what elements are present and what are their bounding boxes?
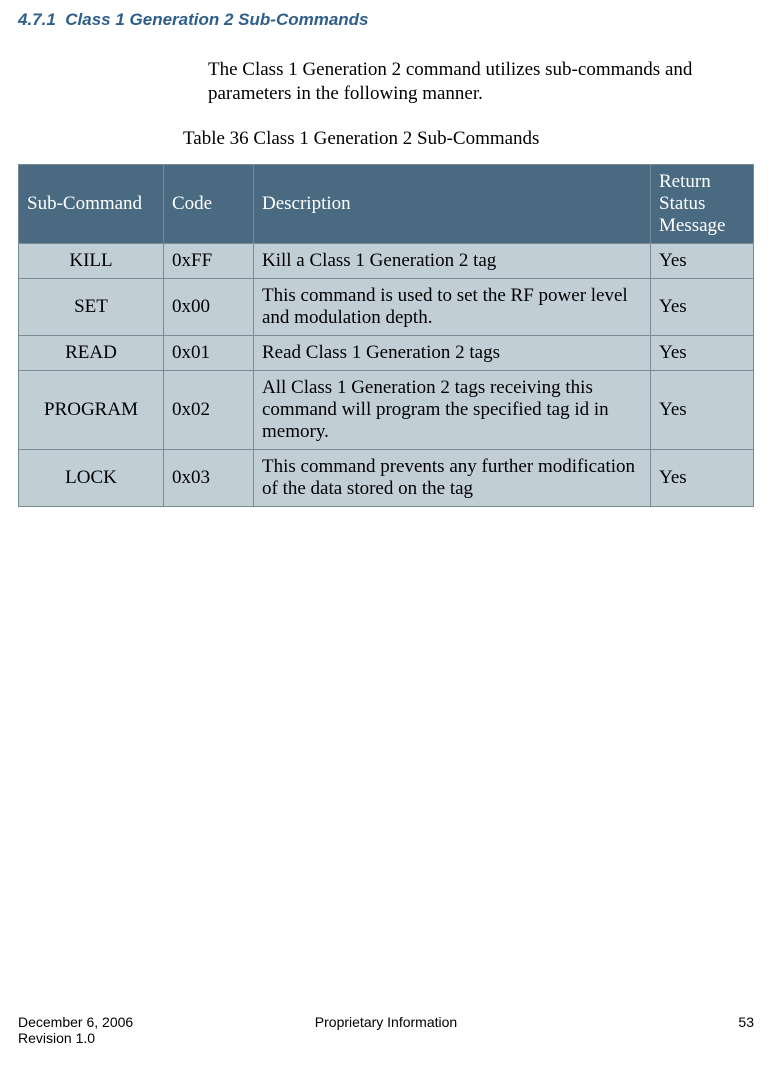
cell-code: 0xFF [164, 243, 254, 278]
col-description: Description [254, 164, 651, 243]
cell-desc: Kill a Class 1 Generation 2 tag [254, 243, 651, 278]
cell-ret: Yes [651, 449, 754, 506]
table-row: LOCK 0x03 This command prevents any furt… [19, 449, 754, 506]
sub-commands-table: Sub-Command Code Description Return Stat… [18, 164, 754, 507]
cell-desc: This command prevents any further modifi… [254, 449, 651, 506]
cell-sub: LOCK [19, 449, 164, 506]
cell-ret: Yes [651, 278, 754, 335]
cell-sub: KILL [19, 243, 164, 278]
cell-sub: SET [19, 278, 164, 335]
intro-paragraph: The Class 1 Generation 2 command utilize… [208, 58, 744, 106]
section-title: Class 1 Generation 2 Sub-Commands [65, 10, 368, 29]
cell-sub: PROGRAM [19, 370, 164, 449]
table-row: PROGRAM 0x02 All Class 1 Generation 2 ta… [19, 370, 754, 449]
cell-code: 0x01 [164, 335, 254, 370]
cell-desc: All Class 1 Generation 2 tags receiving … [254, 370, 651, 449]
cell-ret: Yes [651, 370, 754, 449]
footer-date: December 6, 2006 [18, 1014, 133, 1030]
table-row: READ 0x01 Read Class 1 Generation 2 tags… [19, 335, 754, 370]
cell-ret: Yes [651, 335, 754, 370]
cell-sub: READ [19, 335, 164, 370]
cell-ret: Yes [651, 243, 754, 278]
page-footer: December 6, 2006 Revision 1.0 Proprietar… [18, 1014, 754, 1046]
col-subcommand: Sub-Command [19, 164, 164, 243]
cell-code: 0x02 [164, 370, 254, 449]
table-header-row: Sub-Command Code Description Return Stat… [19, 164, 754, 243]
section-number: 4.7.1 [18, 10, 56, 29]
footer-revision: Revision 1.0 [18, 1030, 133, 1046]
cell-code: 0x03 [164, 449, 254, 506]
table-row: SET 0x00 This command is used to set the… [19, 278, 754, 335]
table-caption: Table 36 Class 1 Generation 2 Sub-Comman… [183, 128, 754, 150]
footer-left: December 6, 2006 Revision 1.0 [18, 1014, 133, 1046]
col-code: Code [164, 164, 254, 243]
footer-page-number: 53 [738, 1014, 754, 1030]
cell-desc: Read Class 1 Generation 2 tags [254, 335, 651, 370]
table-row: KILL 0xFF Kill a Class 1 Generation 2 ta… [19, 243, 754, 278]
col-return: Return Status Message [651, 164, 754, 243]
cell-desc: This command is used to set the RF power… [254, 278, 651, 335]
section-heading: 4.7.1 Class 1 Generation 2 Sub-Commands [18, 10, 754, 30]
cell-code: 0x00 [164, 278, 254, 335]
